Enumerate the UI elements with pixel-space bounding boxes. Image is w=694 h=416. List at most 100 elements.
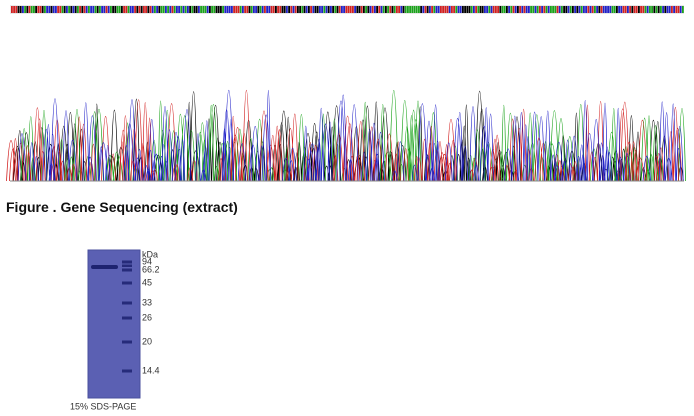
base xyxy=(624,6,627,13)
base xyxy=(259,6,262,13)
base xyxy=(668,6,671,13)
base xyxy=(323,6,326,13)
base xyxy=(136,6,139,13)
base xyxy=(39,6,42,13)
base xyxy=(347,6,350,13)
base xyxy=(44,6,46,13)
base xyxy=(671,6,673,13)
base xyxy=(536,6,539,13)
base xyxy=(116,6,119,13)
base xyxy=(171,6,174,13)
base xyxy=(660,6,662,13)
base xyxy=(72,6,75,13)
base xyxy=(418,6,420,13)
base xyxy=(567,6,570,13)
base xyxy=(512,6,515,13)
base xyxy=(228,6,231,13)
base xyxy=(475,6,477,13)
base xyxy=(433,6,436,13)
base xyxy=(85,6,88,13)
base xyxy=(611,6,614,13)
base xyxy=(15,6,18,13)
base xyxy=(48,6,51,13)
base xyxy=(215,6,218,13)
base xyxy=(191,6,194,13)
base xyxy=(184,6,187,13)
base xyxy=(217,6,220,13)
base xyxy=(510,6,513,13)
base xyxy=(543,6,546,13)
base xyxy=(380,6,383,13)
base xyxy=(358,6,361,13)
base xyxy=(129,6,132,13)
base xyxy=(462,6,464,13)
base xyxy=(519,6,521,13)
base xyxy=(530,6,532,13)
base xyxy=(378,6,381,13)
base xyxy=(369,6,372,13)
base xyxy=(398,6,400,13)
base xyxy=(464,6,466,13)
base xyxy=(209,6,211,13)
marker-label: 20 xyxy=(142,336,152,346)
marker-label: 66.2 xyxy=(142,264,160,274)
base xyxy=(424,6,427,13)
base xyxy=(393,6,396,13)
base xyxy=(176,6,178,13)
base xyxy=(385,6,387,13)
base xyxy=(468,6,471,13)
base xyxy=(638,6,640,13)
base xyxy=(200,6,202,13)
base xyxy=(446,6,449,13)
base xyxy=(294,6,297,13)
base xyxy=(635,6,638,13)
base xyxy=(587,6,590,13)
base xyxy=(589,6,592,13)
base xyxy=(305,6,308,13)
base xyxy=(508,6,510,13)
base xyxy=(404,6,407,13)
base xyxy=(453,6,455,13)
base xyxy=(74,6,77,13)
base xyxy=(422,6,425,13)
base xyxy=(646,6,649,13)
base xyxy=(143,6,145,13)
base xyxy=(35,6,37,13)
base xyxy=(253,6,255,13)
base xyxy=(481,6,484,13)
base xyxy=(600,6,603,13)
base xyxy=(550,6,552,13)
base xyxy=(444,6,447,13)
base xyxy=(602,6,605,13)
base xyxy=(525,6,528,13)
base xyxy=(145,6,147,13)
base xyxy=(334,6,337,13)
base xyxy=(473,6,475,13)
base xyxy=(61,6,64,13)
base xyxy=(664,6,667,13)
sequence-bases xyxy=(11,6,684,13)
base xyxy=(534,6,537,13)
base xyxy=(459,6,462,13)
base xyxy=(158,6,161,13)
base xyxy=(288,6,290,13)
base xyxy=(206,6,209,13)
base xyxy=(514,6,517,13)
marker-label: 14.4 xyxy=(142,365,160,375)
base xyxy=(180,6,183,13)
base xyxy=(374,6,376,13)
base xyxy=(242,6,244,13)
base xyxy=(367,6,370,13)
base xyxy=(682,6,684,13)
base xyxy=(338,6,341,13)
base xyxy=(554,6,557,13)
base xyxy=(409,6,411,13)
base xyxy=(545,6,548,13)
base xyxy=(46,6,48,13)
base xyxy=(264,6,266,13)
base xyxy=(486,6,488,13)
base xyxy=(66,6,68,13)
marker-band xyxy=(122,369,132,373)
base xyxy=(17,6,20,13)
